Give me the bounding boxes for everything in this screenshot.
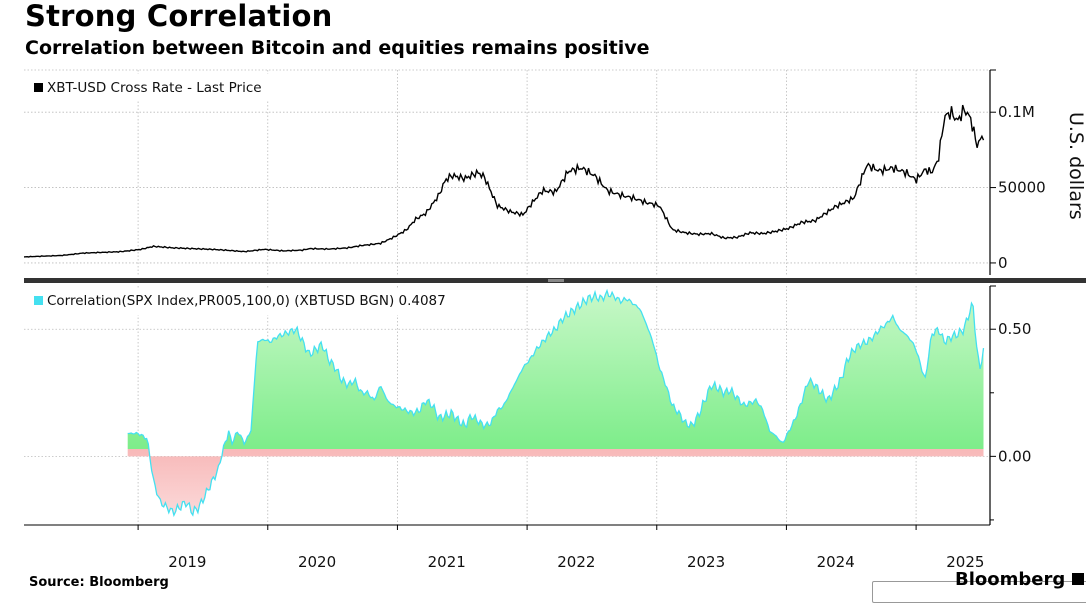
correlation-legend-label: Correlation(SPX Index,PR005,100,0) (XBTU… <box>47 293 446 309</box>
price-panel-grid <box>24 69 990 275</box>
correlation-legend-box <box>24 289 486 315</box>
x-tick-label: 2021 <box>428 553 466 571</box>
x-tick-labels: 2019 2020 2021 2022 2023 2024 2025 <box>137 525 984 571</box>
x-tick-label: 2019 <box>168 553 206 571</box>
price-legend-swatch <box>34 83 43 92</box>
chart-area: 0 50000 0.1M 0.00 0.50 2019 2020 2021 2022 2023… <box>23 69 1086 571</box>
price-y-ticks: 0 50000 0.1M <box>990 69 1046 272</box>
correlation-negative-area <box>127 449 984 516</box>
correlation-legend-swatch <box>34 296 43 305</box>
brand-label: Bloomberg <box>955 569 1066 590</box>
price-y-axis-label: U.S. dollars <box>1065 112 1086 220</box>
correlation-positive-area <box>127 290 984 449</box>
chart-subtitle: Correlation between Bitcoin and equities… <box>25 37 650 59</box>
price-y-tick-label: 50000 <box>998 179 1046 197</box>
chart-title: Strong Correlation <box>25 0 333 33</box>
price-y-tick-label: 0 <box>998 254 1008 272</box>
x-tick-label: 2025 <box>946 553 984 571</box>
x-tick-label: 2023 <box>687 553 725 571</box>
panel-resize-handle[interactable] <box>548 279 564 282</box>
price-series-line <box>23 104 985 258</box>
brand-logo: Bloomberg <box>955 569 1084 590</box>
x-tick-label: 2024 <box>817 553 855 571</box>
x-tick-label: 2020 <box>298 553 336 571</box>
price-y-tick-label: 0.1M <box>998 103 1035 121</box>
correlation-y-ticks: 0.00 0.50 <box>990 285 1031 521</box>
source-note: Source: Bloomberg <box>29 575 169 590</box>
correlation-y-tick-label: 0.00 <box>998 447 1031 465</box>
bloomberg-square-icon <box>1071 573 1084 585</box>
price-legend-box <box>24 74 294 100</box>
correlation-y-tick-label: 0.50 <box>998 320 1031 338</box>
x-tick-label: 2022 <box>557 553 595 571</box>
correlation-line <box>127 288 985 518</box>
price-legend-label: XBT-USD Cross Rate - Last Price <box>47 80 262 96</box>
